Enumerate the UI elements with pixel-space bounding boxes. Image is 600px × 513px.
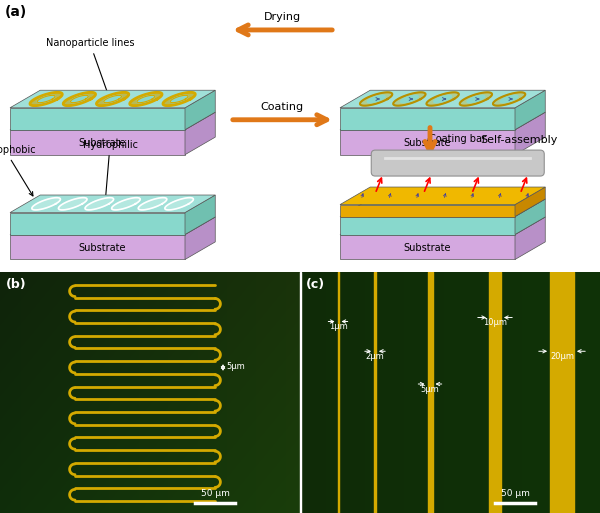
Polygon shape	[130, 92, 162, 106]
Polygon shape	[340, 90, 545, 108]
Polygon shape	[340, 108, 515, 130]
Polygon shape	[340, 130, 515, 155]
Polygon shape	[10, 130, 185, 155]
Text: Substrate: Substrate	[78, 243, 126, 252]
Text: 5μm: 5μm	[226, 362, 245, 371]
Text: Hydrophobic: Hydrophobic	[0, 145, 36, 196]
Polygon shape	[340, 205, 515, 216]
Text: 50 μm: 50 μm	[200, 489, 229, 498]
Polygon shape	[340, 187, 545, 205]
Text: Drying: Drying	[263, 12, 301, 22]
Polygon shape	[138, 198, 167, 210]
Polygon shape	[163, 92, 195, 106]
Polygon shape	[165, 198, 193, 210]
Polygon shape	[32, 198, 61, 210]
Polygon shape	[63, 92, 95, 106]
Text: (c): (c)	[306, 278, 325, 291]
Text: (b): (b)	[6, 278, 26, 291]
Polygon shape	[185, 217, 215, 260]
Text: (a): (a)	[5, 5, 27, 19]
Polygon shape	[185, 90, 215, 130]
Polygon shape	[58, 198, 87, 210]
Polygon shape	[434, 95, 452, 103]
Text: 10μm: 10μm	[483, 319, 507, 327]
Polygon shape	[515, 112, 545, 155]
Polygon shape	[467, 95, 485, 103]
Text: Hydrophilic: Hydrophilic	[83, 140, 137, 201]
Text: Substrate: Substrate	[403, 137, 451, 148]
Text: 5μm: 5μm	[421, 385, 439, 394]
Polygon shape	[340, 199, 545, 216]
Polygon shape	[185, 195, 215, 234]
Polygon shape	[500, 95, 518, 103]
Polygon shape	[10, 212, 185, 234]
Polygon shape	[10, 217, 215, 234]
Polygon shape	[340, 234, 515, 260]
Polygon shape	[427, 92, 459, 106]
Polygon shape	[37, 95, 55, 103]
Polygon shape	[515, 199, 545, 234]
Polygon shape	[104, 95, 122, 103]
Polygon shape	[10, 234, 185, 260]
Text: 2μm: 2μm	[365, 352, 385, 361]
Polygon shape	[367, 95, 385, 103]
Polygon shape	[70, 95, 88, 103]
Polygon shape	[85, 198, 113, 210]
Text: Substrate: Substrate	[78, 137, 126, 148]
Polygon shape	[10, 108, 185, 130]
Polygon shape	[515, 217, 545, 260]
Polygon shape	[340, 217, 545, 234]
Polygon shape	[400, 95, 418, 103]
Polygon shape	[10, 90, 215, 108]
Text: Coating: Coating	[260, 102, 304, 112]
Text: Coating bar: Coating bar	[429, 134, 486, 144]
Polygon shape	[10, 195, 215, 212]
Polygon shape	[493, 92, 525, 106]
Polygon shape	[360, 92, 392, 106]
FancyBboxPatch shape	[371, 150, 544, 176]
Polygon shape	[515, 187, 545, 216]
Polygon shape	[10, 112, 215, 130]
Polygon shape	[112, 198, 140, 210]
Text: 1μm: 1μm	[329, 323, 347, 331]
Text: 50 μm: 50 μm	[500, 489, 529, 498]
Polygon shape	[97, 92, 129, 106]
Polygon shape	[137, 95, 155, 103]
Polygon shape	[515, 90, 545, 130]
Text: Nanoparticle lines: Nanoparticle lines	[46, 38, 134, 96]
Text: 20μm: 20μm	[550, 352, 574, 361]
Polygon shape	[460, 92, 492, 106]
Polygon shape	[340, 216, 515, 234]
Polygon shape	[340, 112, 545, 130]
Polygon shape	[185, 112, 215, 155]
Text: Self-assembly: Self-assembly	[480, 135, 557, 145]
Text: Substrate: Substrate	[403, 243, 451, 252]
Polygon shape	[170, 95, 188, 103]
Polygon shape	[393, 92, 425, 106]
Polygon shape	[30, 92, 62, 106]
